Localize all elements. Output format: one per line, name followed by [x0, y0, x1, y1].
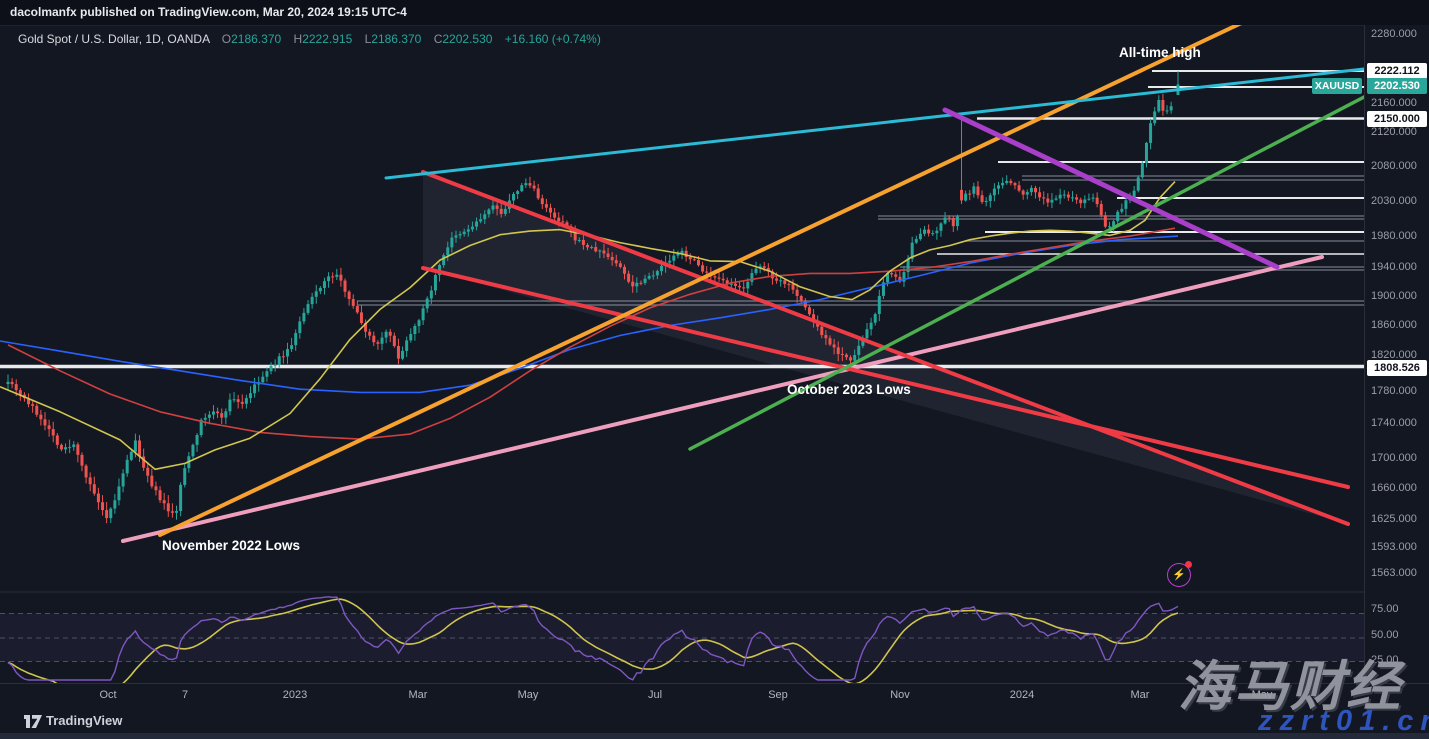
time-tick-label: Sep: [768, 689, 788, 701]
price-level-badge: 2222.112: [1367, 63, 1427, 79]
change-value: +16.160 (+0.74%): [504, 32, 601, 46]
time-axis[interactable]: Oct 7 2023 Mar May Jul Sep Nov 2024 Mar May: [0, 683, 1429, 708]
lightning-bolt-icon: ⚡: [1172, 568, 1186, 581]
time-tick-label: Nov: [890, 689, 910, 701]
close-key: C: [433, 32, 443, 46]
rsi-tick-label: 25.00: [1371, 654, 1399, 666]
price-tick-label: 1563.000: [1371, 567, 1417, 579]
tradingview-brand-text[interactable]: TradingView: [46, 713, 123, 728]
price-level-badge: 2150.000: [1367, 111, 1427, 127]
price-tick-label: 2080.000: [1371, 160, 1417, 172]
tradingview-logo-icon[interactable]: [24, 714, 43, 729]
red-channel-lower[interactable]: [421, 266, 1350, 489]
bottom-strip: [0, 733, 1429, 739]
time-tick-label: Jul: [647, 689, 663, 701]
annotation-all-time-high: All-time high: [1119, 45, 1201, 60]
watermark-url: zzrt01.cn: [1258, 705, 1429, 737]
price-tick-label: 1940.000: [1371, 261, 1417, 273]
close-value: 2202.530: [442, 32, 493, 46]
current-price-symbol-tag: XAUUSD: [1312, 78, 1362, 94]
notification-dot: [1185, 561, 1192, 568]
price-tick-label: 1780.000: [1371, 385, 1417, 397]
time-tick-label: Mar: [1130, 689, 1150, 701]
time-tick-label: May: [517, 689, 539, 701]
price-level-badge: 1808.526: [1367, 360, 1427, 376]
flash-idea-icon[interactable]: ⚡: [1167, 561, 1192, 587]
price-tick-label: 1900.000: [1371, 290, 1417, 302]
time-tick-label: 7: [181, 689, 189, 701]
high-value: 2222.915: [302, 32, 353, 46]
pink-ascending-trendline[interactable]: [121, 255, 1324, 543]
time-tick-label: 2023: [282, 689, 308, 701]
low-value: 2186.370: [371, 32, 422, 46]
ma-blue-slow: [0, 235, 1179, 394]
publisher-text: dacolmanfx published on TradingView.com,…: [10, 5, 407, 19]
price-tick-label: 2120.000: [1371, 126, 1417, 138]
rsi-tick-label: 75.00: [1371, 603, 1399, 615]
price-tick-label: 1820.000: [1371, 349, 1417, 361]
low-key: L: [364, 32, 372, 46]
rsi-tick-label: 50.00: [1371, 629, 1399, 641]
price-tick-label: 1625.000: [1371, 513, 1417, 525]
symbol-header[interactable]: Gold Spot / U.S. Dollar, 1D, OANDA O2186…: [18, 32, 601, 48]
current-price-badge: 2202.530: [1367, 78, 1427, 94]
cyan-ascending-trendline[interactable]: [384, 67, 1364, 180]
time-tick-label: Mar: [408, 689, 428, 701]
ma-yellow-fast: [0, 181, 1176, 471]
publisher-bar: dacolmanfx published on TradingView.com,…: [0, 0, 1429, 26]
orange-ascending-trendline[interactable]: [158, 25, 1290, 537]
open-key: O: [221, 32, 232, 46]
rsi-line: [7, 596, 1179, 681]
rsi-ma-line: [7, 598, 1179, 683]
high-key: H: [293, 32, 303, 46]
time-tick-label: Oct: [99, 689, 117, 701]
price-tick-label: 2030.000: [1371, 195, 1417, 207]
open-value: 2186.370: [231, 32, 282, 46]
price-tick-label: 1660.000: [1371, 482, 1417, 494]
symbol-title: Gold Spot / U.S. Dollar, 1D, OANDA: [18, 32, 210, 46]
purple-descending-trendline[interactable]: [942, 107, 1280, 270]
price-tick-label: 1860.000: [1371, 319, 1417, 331]
price-tick-label: 1740.000: [1371, 417, 1417, 429]
watermark-chinese: 海马财经: [1178, 657, 1402, 717]
price-tick-label: 1700.000: [1371, 452, 1417, 464]
green-ascending-trendline[interactable]: [688, 95, 1364, 451]
price-axis[interactable]: 2280.000 2160.000 2120.000 2080.000 2030.000…: [1364, 25, 1429, 683]
price-tick-label: 1593.000: [1371, 541, 1417, 553]
annotation-october-2023-lows: October 2023 Lows: [787, 382, 911, 397]
annotation-november-2022-lows: November 2022 Lows: [162, 538, 301, 553]
footer-bar: TradingView: [0, 707, 1429, 734]
chart-canvas[interactable]: [0, 25, 1364, 683]
time-tick-label: May: [1251, 689, 1273, 701]
price-tick-label: 1980.000: [1371, 230, 1417, 242]
time-tick-label: 2024: [1009, 689, 1035, 701]
price-tick-label: 2160.000: [1371, 97, 1417, 109]
price-tick-label: 2280.000: [1371, 28, 1417, 40]
